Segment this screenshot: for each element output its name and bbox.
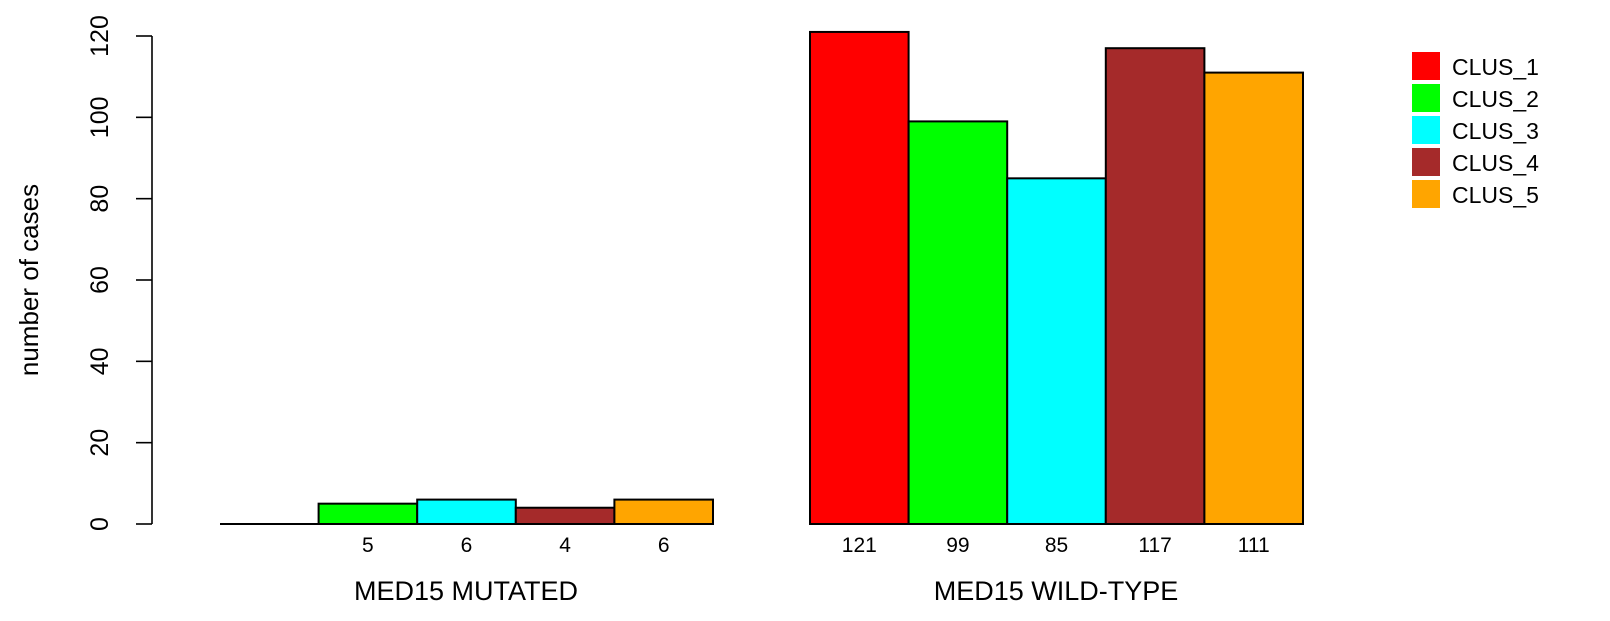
bar-clus-4-group-2 bbox=[1104, 47, 1206, 525]
bar-count-label: 85 bbox=[1045, 534, 1068, 557]
bar-clus-2-group-1 bbox=[317, 502, 419, 525]
y-tick-label: 80 bbox=[86, 185, 114, 213]
bar-count-label: 5 bbox=[362, 534, 374, 557]
legend: CLUS_1 CLUS_2 CLUS_3 CLUS_4 CLUS_5 bbox=[1412, 52, 1539, 208]
legend-swatch-clus-1 bbox=[1412, 52, 1440, 80]
group-labels: MED15 MUTATED MED15 WILD-TYPE bbox=[354, 576, 1178, 606]
legend-swatch-clus-4 bbox=[1412, 148, 1440, 176]
y-tick-label: 0 bbox=[86, 517, 114, 531]
bar-clus-1-group-2 bbox=[809, 30, 910, 526]
y-tick-label: 20 bbox=[86, 429, 114, 457]
legend-swatch-clus-5 bbox=[1412, 180, 1440, 208]
legend-swatch-clus-3 bbox=[1412, 116, 1440, 144]
legend-label: CLUS_1 bbox=[1452, 54, 1539, 80]
bar-clus-3-group-2 bbox=[1006, 177, 1107, 525]
legend-swatch-clus-2 bbox=[1412, 84, 1440, 112]
y-tick-label: 60 bbox=[86, 266, 114, 294]
bar-count-label: 111 bbox=[1238, 534, 1270, 557]
bar-clus-5-group-2 bbox=[1203, 71, 1305, 525]
bar-count-label: 4 bbox=[559, 534, 571, 557]
bar-count-label: 99 bbox=[946, 534, 969, 557]
group-label: MED15 MUTATED bbox=[354, 576, 578, 606]
bar-count-label: 6 bbox=[658, 534, 670, 557]
group-label: MED15 WILD-TYPE bbox=[934, 576, 1179, 606]
bar-clus-2-group-2 bbox=[907, 120, 1009, 526]
legend-label: CLUS_3 bbox=[1452, 118, 1539, 144]
y-axis: 0 20 40 60 80 100 120 bbox=[86, 15, 153, 531]
legend-label: CLUS_5 bbox=[1452, 182, 1539, 208]
y-axis-title: number of cases bbox=[14, 184, 44, 376]
y-tick-label: 120 bbox=[86, 15, 114, 57]
bars bbox=[220, 30, 1305, 526]
legend-label: CLUS_2 bbox=[1452, 86, 1539, 112]
bar-clus-5-group-1 bbox=[613, 498, 715, 526]
bar-count-label: 121 bbox=[842, 534, 877, 557]
count-labels: 5 6 4 6 121 99 85 117 111 bbox=[362, 534, 1270, 557]
y-tick-label: 40 bbox=[86, 347, 114, 375]
bar-clus-4-group-1 bbox=[514, 506, 616, 526]
bar-count-label: 6 bbox=[461, 534, 473, 557]
bar-clus-3-group-1 bbox=[416, 498, 517, 526]
legend-label: CLUS_4 bbox=[1452, 150, 1539, 176]
bar-count-label: 117 bbox=[1138, 534, 1171, 557]
y-tick-label: 100 bbox=[86, 96, 114, 138]
